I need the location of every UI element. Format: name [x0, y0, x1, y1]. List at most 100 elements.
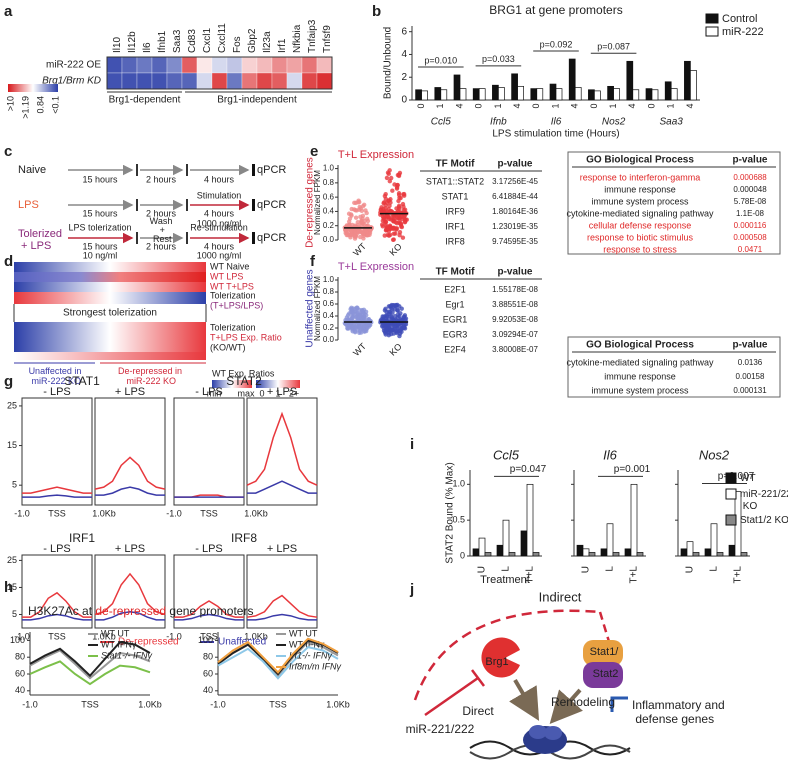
- profile-line: [95, 486, 165, 496]
- dot: [359, 220, 364, 226]
- table-cell: immune response: [604, 184, 676, 194]
- profile-line: [217, 639, 339, 676]
- table-cell: response to stress: [603, 244, 677, 254]
- table-box: [567, 151, 781, 255]
- table-box: [567, 336, 781, 398]
- duration: 2 hours: [146, 208, 177, 218]
- gene-label: Il6: [142, 42, 153, 53]
- p-value: p=0.092: [540, 39, 573, 49]
- table-cell: response to interferon-gamma: [580, 172, 701, 182]
- legend-title: WT Exp. Ratios: [212, 368, 275, 378]
- table-cell: 0.0136: [738, 358, 763, 367]
- profile-line: [247, 480, 317, 494]
- bar: [728, 544, 736, 557]
- x-tick-label: TSS: [200, 631, 218, 641]
- bar: [576, 544, 584, 557]
- label: Indirect: [539, 589, 582, 604]
- dot: [402, 326, 408, 331]
- inhibit-bar: [471, 669, 485, 687]
- profile-line: [247, 613, 317, 621]
- heat-cell: [316, 72, 333, 90]
- y-tick-label: 0.8: [323, 178, 335, 187]
- bar: [607, 85, 614, 101]
- bar: [459, 88, 467, 101]
- row-label: Brg1/Brm KD: [42, 76, 101, 87]
- bar: [613, 88, 620, 101]
- duration: 15 hours: [82, 174, 118, 184]
- label: Brg1: [485, 656, 508, 668]
- dot: [390, 188, 395, 193]
- table-header: p-value: [732, 340, 767, 351]
- table-cell: cytokine-mediated signaling pathway: [566, 357, 714, 367]
- profile-line: [22, 486, 92, 494]
- table-cell: EGR1: [443, 314, 468, 324]
- panel-letter: j: [409, 581, 414, 598]
- y-tick-label: 0.0: [323, 235, 335, 244]
- heatmap-row: [14, 352, 206, 360]
- x-tick-label: 4: [570, 103, 580, 108]
- dot-cloud: [342, 305, 374, 335]
- heat-cell: [211, 72, 228, 90]
- dot: [394, 220, 400, 226]
- bar: [492, 84, 499, 101]
- group-label: Brg1-dependent: [109, 95, 181, 106]
- dot: [349, 206, 354, 212]
- dose: 1000 ng/ml: [197, 218, 242, 228]
- x-tick-label: 1: [493, 103, 503, 108]
- p-value: p=0.033: [482, 54, 515, 64]
- legend-swatch: [705, 13, 719, 24]
- x-tick-label: 4: [454, 103, 464, 108]
- heat-cell: [136, 56, 153, 74]
- table-cell: 0.000131: [733, 386, 767, 395]
- bar: [536, 88, 544, 101]
- table-cell: 3.09294E-07: [492, 330, 538, 339]
- bar: [511, 73, 518, 101]
- y-tick-label: 40: [15, 685, 25, 695]
- y-axis-label: De-repressed genes: [305, 157, 316, 248]
- step-label: Stimulation: [197, 190, 242, 200]
- panel-letter: g: [4, 373, 13, 390]
- dot: [389, 175, 394, 181]
- table-cell: immune response: [604, 371, 676, 381]
- dot: [390, 237, 396, 243]
- bar: [472, 88, 480, 101]
- legend-tick: 2+: [289, 388, 299, 398]
- y-axis-label: STAT2 Bound (% Max): [445, 462, 456, 563]
- legend-label: WT IFNγ: [289, 639, 325, 649]
- duration: 15 hours: [82, 241, 118, 251]
- profile-line: [29, 660, 151, 686]
- y-tick-label: 1.0: [323, 164, 335, 173]
- dot: [355, 219, 361, 225]
- table-cell: 1.80164E-36: [492, 207, 538, 216]
- x-tick-label: -1.0: [14, 631, 30, 641]
- gene-label: Nfkbia: [292, 24, 303, 53]
- legend-label: miR-222: [722, 26, 764, 38]
- dot: [400, 235, 406, 240]
- legend-label: Control: [722, 13, 757, 25]
- bar: [517, 85, 524, 101]
- dot: [358, 214, 363, 219]
- bar: [716, 552, 724, 557]
- y-tick-label: 15: [7, 440, 17, 450]
- dot: [394, 186, 400, 191]
- dot: [346, 326, 351, 331]
- bar: [600, 548, 608, 557]
- y-tick-label: 100: [10, 635, 25, 645]
- plot-frame: [94, 554, 166, 629]
- dot: [345, 312, 351, 318]
- legend-label: Unaffected: [218, 637, 266, 648]
- dot: [349, 229, 354, 234]
- x-tick-label: -1.0: [22, 699, 38, 709]
- bar: [690, 70, 697, 101]
- heatmap-row: [14, 272, 206, 282]
- tick-bar: [136, 199, 138, 211]
- heat-cell: [181, 56, 198, 74]
- plot-frame: [21, 554, 93, 629]
- x-tick-label: 1: [550, 103, 560, 108]
- dot-cloud: [378, 168, 409, 243]
- table-cell: E2F4: [444, 344, 466, 354]
- row-label: WT Naive: [210, 261, 249, 271]
- bar: [508, 552, 516, 557]
- table-cell: IRF8: [445, 236, 465, 246]
- qpcr: qPCR: [257, 232, 286, 244]
